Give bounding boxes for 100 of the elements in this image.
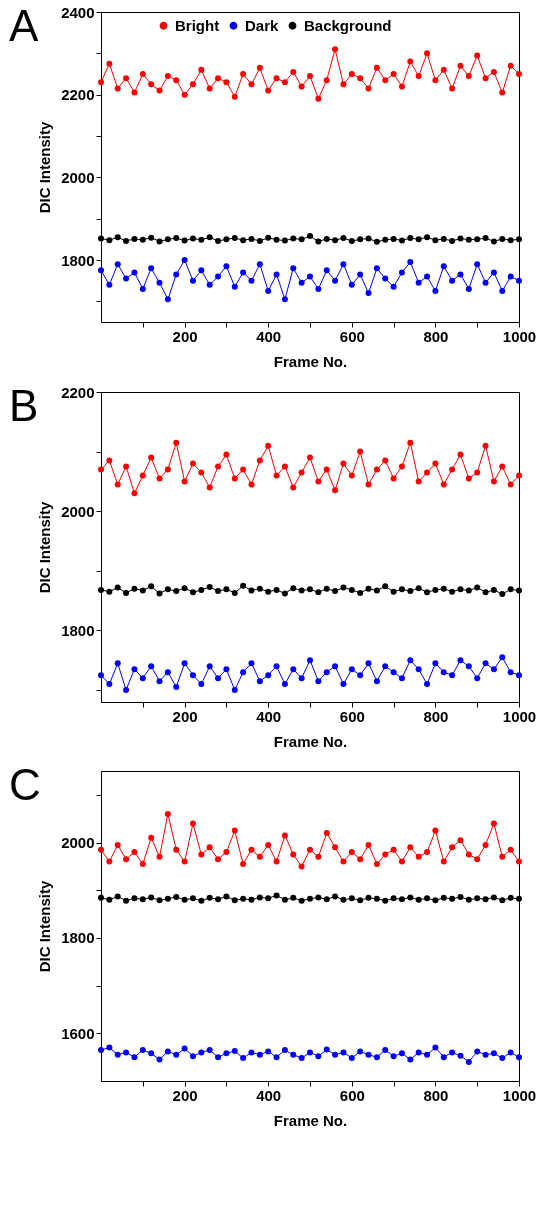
- point: [148, 1050, 155, 1057]
- point: [490, 820, 497, 827]
- point: [398, 269, 405, 276]
- point: [206, 844, 213, 851]
- point: [231, 589, 238, 596]
- point: [474, 1048, 481, 1055]
- point: [181, 257, 188, 263]
- point: [223, 893, 230, 900]
- point: [490, 478, 497, 485]
- point: [407, 657, 414, 664]
- point: [398, 586, 405, 593]
- point: [490, 586, 497, 593]
- point: [407, 259, 414, 266]
- point: [148, 894, 155, 901]
- point: [507, 1049, 514, 1056]
- point: [315, 678, 322, 685]
- point: [382, 583, 389, 590]
- point: [499, 591, 506, 598]
- point: [206, 234, 213, 241]
- point: [516, 472, 522, 479]
- point: [173, 77, 180, 84]
- point: [231, 897, 238, 904]
- point: [332, 844, 339, 851]
- point: [256, 457, 263, 464]
- point: [223, 236, 230, 243]
- point: [189, 895, 196, 902]
- point: [499, 1055, 506, 1062]
- point: [315, 1053, 322, 1060]
- point: [516, 895, 522, 902]
- x-tick-label: 1000: [502, 1086, 537, 1104]
- point: [323, 466, 330, 473]
- point: [231, 687, 238, 694]
- point: [281, 237, 288, 244]
- x-tick-label: 400: [256, 707, 282, 725]
- point: [290, 484, 297, 491]
- point: [348, 71, 355, 77]
- point: [507, 894, 514, 901]
- point: [223, 666, 230, 673]
- point: [415, 236, 422, 243]
- point: [407, 439, 414, 446]
- point: [206, 281, 213, 288]
- point: [340, 681, 347, 688]
- point: [440, 263, 447, 270]
- point: [365, 235, 372, 242]
- point: [407, 58, 414, 65]
- point: [156, 590, 163, 597]
- point: [407, 844, 414, 851]
- point: [123, 75, 130, 82]
- point: [206, 1047, 213, 1053]
- point: [156, 1056, 163, 1063]
- point: [424, 895, 431, 902]
- point: [332, 277, 339, 284]
- point: [407, 235, 414, 242]
- point: [507, 481, 514, 488]
- point: [457, 271, 464, 278]
- x-axis-title: Frame No.: [273, 352, 348, 370]
- point: [223, 849, 230, 856]
- point: [281, 590, 288, 597]
- point: [98, 672, 104, 679]
- point: [424, 469, 431, 476]
- point: [215, 856, 222, 863]
- point: [281, 79, 288, 86]
- point: [348, 472, 355, 479]
- point: [265, 87, 272, 94]
- point: [307, 273, 313, 280]
- point: [256, 853, 263, 860]
- point: [382, 457, 389, 464]
- legend-label: Background: [304, 16, 392, 34]
- point: [323, 896, 330, 903]
- point: [240, 269, 247, 276]
- point: [474, 236, 481, 243]
- point: [340, 261, 347, 268]
- point: [164, 895, 171, 902]
- x-tick-label: 800: [423, 327, 449, 345]
- point: [198, 236, 205, 243]
- point: [482, 841, 489, 848]
- point: [156, 897, 163, 904]
- point: [164, 296, 171, 303]
- point: [139, 71, 146, 77]
- point: [340, 896, 347, 903]
- point: [273, 271, 280, 278]
- point: [114, 893, 121, 900]
- point: [357, 589, 364, 596]
- point: [131, 269, 138, 276]
- point: [457, 451, 464, 458]
- point: [139, 285, 146, 292]
- point: [474, 261, 481, 268]
- point: [340, 81, 347, 88]
- point: [298, 1055, 305, 1062]
- point: [281, 681, 288, 688]
- point: [407, 1056, 414, 1063]
- point: [98, 235, 104, 242]
- point: [507, 62, 514, 69]
- point: [482, 660, 489, 667]
- point: [98, 1047, 104, 1053]
- point: [240, 669, 247, 676]
- point: [98, 894, 104, 901]
- point: [348, 586, 355, 593]
- y-tick-label: 2400: [61, 3, 95, 21]
- point: [440, 585, 447, 592]
